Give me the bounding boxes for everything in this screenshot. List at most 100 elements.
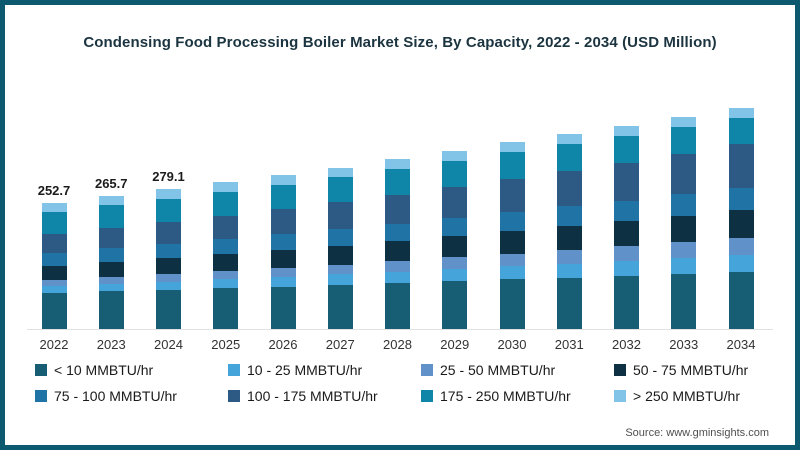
bar-segment [98,248,124,263]
source-text: Source: www.gminsights.com [625,427,769,439]
bar-segment [728,117,754,145]
legend-item: 175 - 250 MMBTU/hr [421,388,614,404]
legend-label: 175 - 250 MMBTU/hr [440,388,571,404]
axis-label-year: 2030 [497,337,527,352]
bar-segment [499,142,525,153]
axis-label-year: 2029 [440,337,470,352]
bar-segment [499,253,525,267]
bar-segment [728,254,754,272]
bar-segment [270,209,296,235]
bar-segment [385,240,410,261]
legend-item: > 250 MMBTU/hr [614,388,781,404]
bar-segment [499,152,525,179]
bar-segment [41,211,67,235]
bar-segment [327,274,353,285]
bar-segment [385,223,410,241]
bar-segment [499,211,525,231]
bar-2026 [270,175,296,329]
bar-segment [98,196,124,206]
bar-segment [327,264,353,275]
bar-segment [614,136,639,163]
bar-segment [41,252,67,266]
legend-swatch-icon [35,390,47,402]
bar-segment [728,107,754,118]
bar-segment [98,262,124,277]
bar-segment [270,286,296,329]
legend-label: 25 - 50 MMBTU/hr [440,362,556,378]
bar-segment [98,276,124,284]
axis-label-year: 2033 [669,337,699,352]
bar-segment [41,202,67,212]
bar-segment [327,167,353,178]
legend-item: 10 - 25 MMBTU/hr [228,362,421,378]
legend: < 10 MMBTU/hr 10 - 25 MMBTU/hr 25 - 50 MMB… [35,362,781,404]
bar-segment [614,260,639,276]
bar-segment [671,273,697,329]
bar-value-label: 279.1 [152,169,185,185]
bar-segment [270,184,296,210]
bar-2028 [385,159,410,329]
bar-2022 [41,202,67,329]
axis-label-year: 2027 [325,337,355,352]
bar-segment [614,275,639,329]
bar-segment [728,237,754,255]
legend-label: < 10 MMBTU/hr [54,362,154,378]
legend-swatch-icon [228,390,240,402]
bar-segment [98,283,124,292]
bar-segment [556,263,582,278]
axis-label-year: 2025 [211,337,241,352]
bar-segment [671,258,697,274]
bar-segment [556,170,582,207]
bar-segment [41,234,67,253]
bar-segment [385,159,410,170]
bar-segment [385,261,410,272]
legend-swatch-icon [614,364,626,376]
axis-label-year: 2026 [268,337,298,352]
axis-label-year: 2032 [612,337,641,352]
bar-2030 [499,142,525,329]
bar-segment [614,162,639,201]
legend-label: 10 - 25 MMBTU/hr [247,362,363,378]
bar-segment [442,151,468,161]
plot-area: 252.7 2022 265.7 2023 279.1 2024 2025 2026 2027 2… [5,5,795,365]
bar-2023 [98,196,124,329]
bar-2031 [556,134,582,329]
bar-segment [98,228,124,249]
legend-item: 25 - 50 MMBTU/hr [421,362,614,378]
bar-2032 [614,126,639,329]
legend-swatch-icon [614,390,626,402]
bar-segment [728,187,754,210]
legend-label: 50 - 75 MMBTU/hr [633,362,749,378]
bar-segment [385,169,410,195]
bar-segment [671,153,697,195]
bar-2025 [213,182,239,329]
bar-segment [327,229,353,246]
bar-segment [556,134,582,145]
bar-segment [156,289,181,329]
axis-label-year: 2031 [554,337,584,352]
bar-segment [556,144,582,171]
bar-segment [442,217,468,236]
bar-segment [499,230,525,254]
legend-swatch-icon [35,364,47,376]
axis-label-year: 2022 [39,337,69,352]
axis-label-year: 2023 [96,337,126,352]
x-axis-baseline [27,329,773,330]
bar-segment [156,281,181,290]
bar-segment [671,242,697,258]
bar-segment [327,177,353,203]
bar-segment [385,282,410,329]
bar-segment [156,258,181,275]
legend-label: 75 - 100 MMBTU/hr [54,388,177,404]
legend-item: 50 - 75 MMBTU/hr [614,362,781,378]
bar-segment [728,271,754,329]
bar-2033 [671,117,697,329]
bar-segment [213,271,239,280]
bar-segment [499,279,525,329]
bar-segment [213,191,239,217]
legend-swatch-icon [421,390,433,402]
bar-segment [442,160,468,187]
bar-segment [156,189,181,199]
legend-swatch-icon [421,364,433,376]
bar-segment [556,249,582,264]
